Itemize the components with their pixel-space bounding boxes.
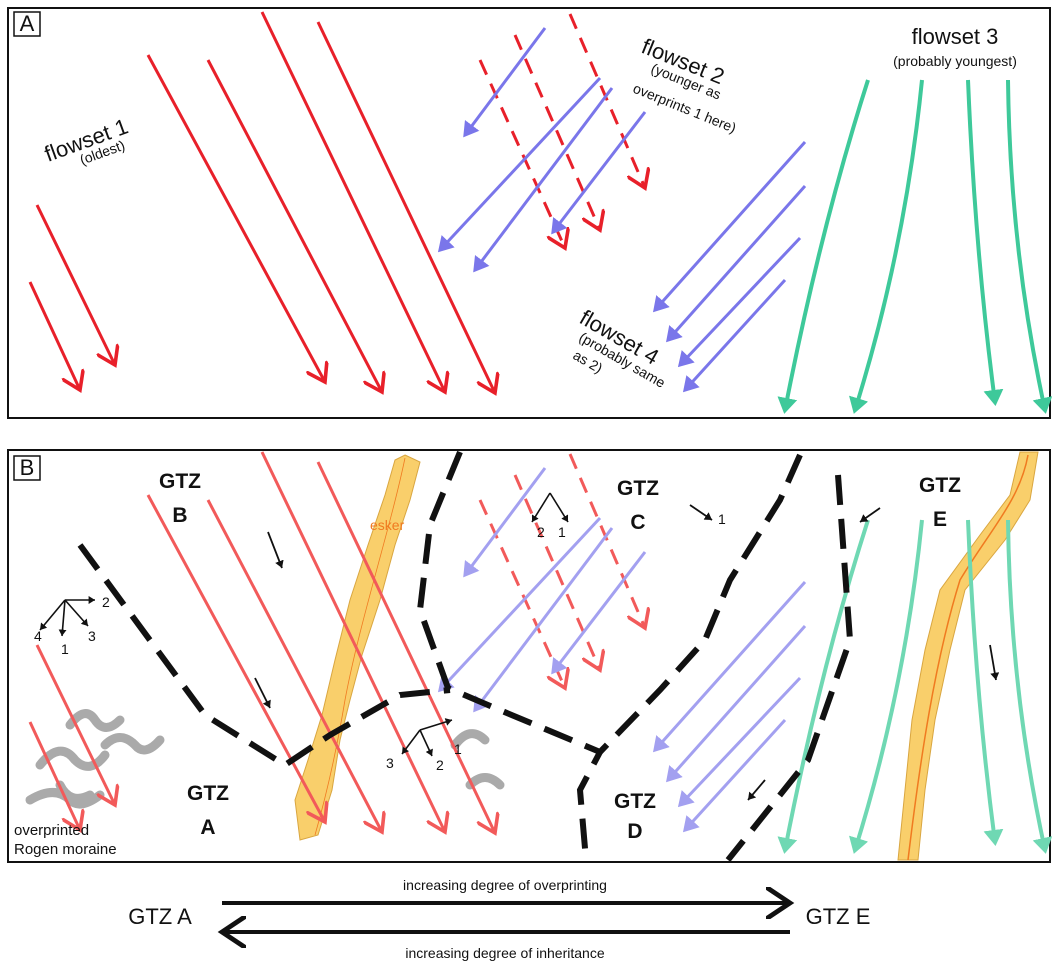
arrow-number: 2 [436,757,444,773]
flow-arrow [440,518,600,690]
flow-arrow [318,22,495,393]
flow-arrow [30,722,80,830]
flow-arrow [1008,520,1045,850]
flow-arrow [968,80,995,402]
flow-arrow [553,552,645,672]
local-arrow [532,493,550,522]
arrow-caption: increasing degree of inheritance [405,945,604,961]
panel-label: A [20,11,35,36]
bottom-label: GTZ A [128,904,192,929]
flow-arrow [440,78,600,250]
flow-arrow [37,205,115,365]
diagram: A flowset 1 (oldest) flowset 2 (younger … [0,0,1058,966]
flow-arrow [475,528,612,710]
local-arrow [268,532,282,568]
zone-letter: B [172,504,187,527]
arrow-number: 1 [558,524,566,540]
zone-letter: C [630,511,645,534]
arrow-number: 3 [386,755,394,771]
flow-arrow [1008,80,1045,410]
local-arrow [550,493,568,522]
zone-letter: D [627,820,642,843]
local-arrow [420,720,452,730]
flow-arrow [685,280,785,390]
flow-arrow [668,186,805,340]
esker-label: esker [370,517,405,533]
flowset-title: flowset 3 [912,24,999,49]
zone-name: GTZ [614,790,656,813]
arrow-number: 3 [88,628,96,644]
local-arrow [65,600,88,626]
local-arrow [860,508,880,522]
moraine-label: Rogen moraine [14,841,117,858]
local-arrow [748,780,765,800]
zone-name: GTZ [159,470,201,493]
panel-a-arrows [30,12,1045,410]
zone-name: GTZ [187,782,229,805]
flow-arrow [685,720,785,830]
local-arrow [62,600,65,636]
arrow-number: 2 [537,524,545,540]
flowset-note: (probably youngest) [893,53,1017,69]
arrow-caption: increasing degree of overprinting [403,877,607,893]
local-arrow [420,730,432,756]
arrow-number: 4 [34,628,42,644]
flow-arrow [30,282,80,390]
arrow-number: 1 [61,641,69,657]
flow-arrow [553,112,645,232]
flow-arrow [475,88,612,270]
zone-name: GTZ [617,477,659,500]
flow-arrow [148,55,325,382]
local-arrow [990,645,996,680]
local-arrow [690,505,712,520]
local-arrow [40,600,65,630]
flow-arrow [480,60,565,248]
flow-arrow [208,60,382,392]
flow-arrow [785,520,868,850]
moraine-label: overprinted [14,822,89,839]
arrow-number: 1 [454,741,462,757]
flow-arrow [148,495,325,822]
zone-name: GTZ [919,474,961,497]
flow-arrow [465,28,545,135]
flow-arrow [480,500,565,688]
arrow-number: 2 [102,594,110,610]
flow-arrow [785,80,868,410]
local-arrow [402,730,420,754]
zone-letter: E [933,508,947,531]
arrow-number: 1 [718,511,726,527]
panel-label: B [20,455,35,480]
flow-arrow [668,626,805,780]
zone-letter: A [200,816,215,839]
bottom-label: GTZ E [806,904,871,929]
flow-arrow [855,80,922,410]
